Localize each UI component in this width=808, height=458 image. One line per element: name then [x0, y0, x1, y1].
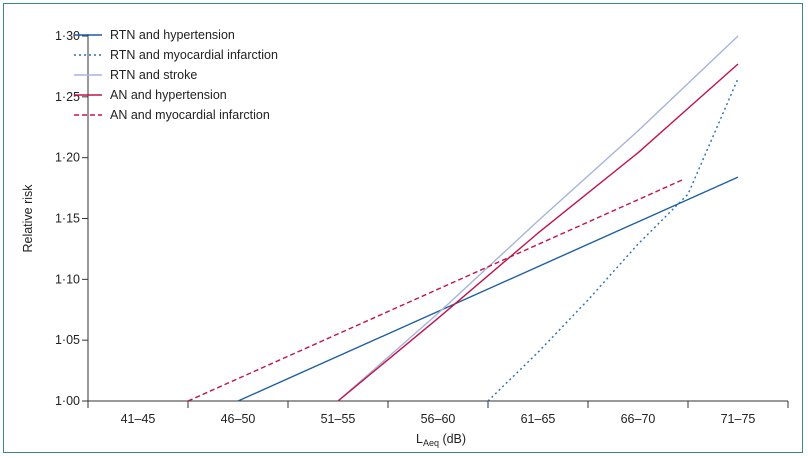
y-tick-label: 1·15: [55, 212, 80, 226]
y-tick-label: 1·05: [55, 333, 80, 347]
series-line-1: [237, 176, 739, 402]
series-lines: [187, 35, 739, 402]
x-axis-title-main: L: [416, 432, 423, 446]
legend-label: RTN and stroke: [110, 68, 197, 82]
legend: RTN and hypertension RTN and myocardial i…: [74, 28, 278, 122]
chart-frame: 1·00 1·05 1·10 1·15 1·20 1·25 1·30 41–45 46–50 51…: [3, 3, 803, 453]
y-tick-label: 1·25: [55, 90, 80, 104]
series-line-5: [187, 178, 684, 402]
legend-label: AN and myocardial infarction: [110, 108, 270, 122]
x-tick-label: 41–45: [121, 412, 156, 426]
x-tick-label: 51–55: [321, 412, 356, 426]
x-axis-title-unit: (dB): [439, 432, 466, 446]
y-tick-label: 1·30: [55, 29, 80, 43]
x-tick-label: 46–50: [221, 412, 256, 426]
y-tick-label: 1·20: [55, 151, 80, 165]
legend-label: RTN and myocardial infarction: [110, 48, 278, 62]
relative-risk-line-chart: 1·00 1·05 1·10 1·15 1·20 1·25 1·30 41–45 46–50 51…: [21, 28, 789, 448]
series-line-3: [337, 35, 739, 402]
y-tick-label: 1·10: [55, 272, 80, 286]
x-tick-label: 66–70: [621, 412, 656, 426]
series-line-2: [487, 78, 739, 402]
x-tick-label: 71–75: [721, 412, 756, 426]
y-tick-label: 1·00: [55, 394, 80, 408]
x-axis-title-subscript: Aeq: [423, 438, 439, 448]
legend-label: RTN and hypertension: [110, 28, 235, 42]
series-line-4: [337, 63, 739, 402]
x-axis-title: LAeq (dB): [416, 432, 466, 448]
legend-label: AN and hypertension: [110, 88, 227, 102]
x-tick-label: 61–65: [521, 412, 556, 426]
y-axis-title: Relative risk: [21, 184, 35, 253]
x-tick-label: 56–60: [421, 412, 456, 426]
axes: 1·00 1·05 1·10 1·15 1·20 1·25 1·30 41–45 46–50 51…: [55, 29, 789, 426]
